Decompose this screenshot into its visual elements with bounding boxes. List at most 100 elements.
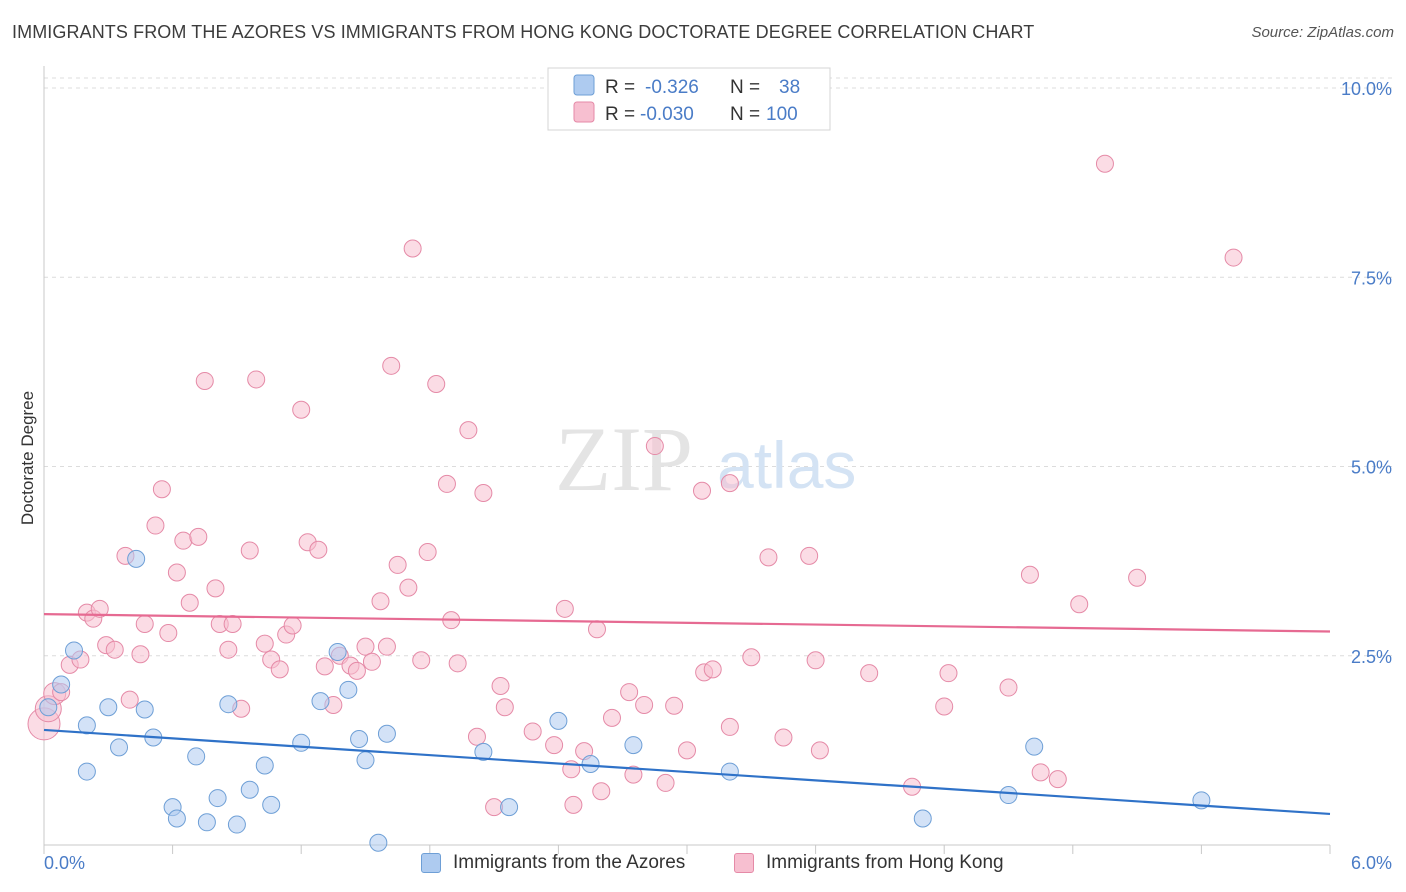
azores-point	[110, 738, 129, 757]
hong-kong-point	[146, 516, 165, 535]
axis-labels: 2.5% 5.0% 7.5% 10.0% 0.0% 6.0%	[44, 79, 1392, 873]
azores-point	[262, 795, 281, 814]
legend-n-value-hong-kong: 100	[766, 104, 798, 125]
azores-point	[65, 641, 84, 660]
hong-kong-point	[645, 437, 664, 456]
hong-kong-point	[247, 370, 266, 389]
legend-r-label-hong-kong: R =	[605, 104, 635, 125]
hong-kong-point	[459, 421, 478, 440]
hong-kong-point	[800, 546, 819, 565]
hong-kong-point	[624, 765, 643, 784]
azores-point	[356, 751, 375, 770]
azores-point	[549, 711, 568, 730]
hong-kong-point	[693, 481, 712, 500]
hong-kong-point	[309, 540, 328, 559]
azores-point	[311, 692, 330, 711]
hong-kong-point	[720, 474, 739, 493]
azores-point	[240, 780, 259, 799]
azores-point	[474, 742, 493, 761]
chart-title: IMMIGRANTS FROM THE AZORES VS IMMIGRANTS…	[12, 22, 1035, 42]
azores-point	[99, 698, 118, 717]
azores-point	[500, 798, 519, 817]
watermark-atlas: atlas	[717, 428, 856, 502]
legend-swatch-azores-bottom	[421, 853, 441, 873]
hong-kong-point	[195, 371, 214, 390]
hong-kong-point	[131, 645, 150, 664]
hong-kong-point	[174, 531, 193, 550]
watermark-zip: ZIP	[555, 408, 693, 510]
hong-kong-point	[135, 614, 154, 633]
grid-lines	[44, 77, 1392, 657]
azores-point	[581, 755, 600, 774]
legend-swatch-hong-kong	[573, 101, 595, 123]
azores-point	[292, 733, 311, 752]
legend-n-label-hong-kong: N =	[730, 104, 760, 125]
hong-kong-point	[860, 664, 879, 683]
hong-kong-point	[587, 620, 606, 639]
hong-kong-point	[180, 593, 199, 612]
hong-kong-point	[255, 634, 274, 653]
hong-kong-point	[602, 708, 621, 727]
hong-kong-point	[167, 563, 186, 582]
azores-point	[720, 762, 739, 781]
hong-kong-point	[356, 637, 375, 656]
hong-kong-point	[120, 690, 139, 709]
correlation-legend: R = -0.326 N = 38 R = -0.030 N = 100	[547, 67, 831, 131]
legend-label-hong-kong: Immigrants from Hong Kong	[766, 852, 1004, 873]
azores-point	[999, 786, 1018, 805]
hong-kong-point	[105, 640, 124, 659]
legend-swatch-hong-kong-bottom	[734, 853, 754, 873]
hong-kong-point	[403, 239, 422, 258]
hong-kong-point	[474, 483, 493, 502]
hong-kong-point	[90, 599, 109, 618]
azores-point	[350, 730, 369, 749]
hong-kong-point	[759, 548, 778, 567]
hong-kong-point	[362, 652, 381, 671]
hong-kong-point	[665, 696, 684, 715]
hong-kong-point	[1031, 763, 1050, 782]
legend-item-hong-kong[interactable]: Immigrants from Hong Kong	[734, 852, 1004, 874]
azores-point	[377, 724, 396, 743]
hong-kong-point	[678, 741, 696, 760]
hong-kong-point	[485, 798, 504, 817]
hong-kong-point	[427, 374, 446, 393]
zipatlas-watermark: ZIP atlas	[555, 408, 856, 510]
hong-kong-point	[270, 660, 289, 679]
azores-trend-line	[43, 728, 1331, 816]
azores-point	[913, 809, 932, 828]
azores-point	[227, 815, 246, 834]
x-tick-label-min: 0.0%	[44, 853, 85, 873]
legend-r-value-azores: -0.326	[645, 77, 699, 98]
azores-point	[167, 809, 186, 828]
hong-kong-point	[1048, 770, 1067, 789]
hong-kong-point	[620, 683, 639, 702]
y-tick-label: 2.5%	[1351, 647, 1392, 667]
azores-point	[135, 700, 154, 719]
hong-kong-point	[206, 579, 225, 598]
hong-kong-point	[437, 474, 456, 493]
legend-item-azores[interactable]: Immigrants from the Azores	[421, 852, 685, 874]
azores-point	[624, 736, 643, 755]
hong-kong-point	[703, 660, 722, 679]
hong-kong-point	[388, 555, 407, 574]
hong-kong-point	[720, 717, 739, 736]
hong-kong-point	[467, 727, 486, 746]
legend-r-value-hong-kong: -0.030	[640, 104, 694, 125]
legend-swatch-azores	[573, 74, 595, 96]
azores-points	[39, 549, 1211, 852]
hong-kong-point	[399, 578, 418, 597]
azores-point	[127, 549, 146, 568]
azores-point	[77, 716, 96, 735]
azores-point	[39, 698, 58, 717]
hong-kong-point	[523, 722, 542, 741]
hong-kong-point	[1070, 595, 1089, 614]
hong-kong-point	[219, 640, 238, 659]
hong-kong-point	[592, 782, 611, 801]
legend-n-label-azores: N =	[730, 77, 760, 98]
legend-r-label-azores: R =	[605, 77, 635, 98]
hong-kong-point	[742, 648, 761, 667]
hong-kong-point	[223, 614, 242, 633]
hong-kong-point	[774, 728, 793, 747]
hong-kong-point	[1095, 154, 1114, 173]
azores-point	[328, 642, 347, 661]
